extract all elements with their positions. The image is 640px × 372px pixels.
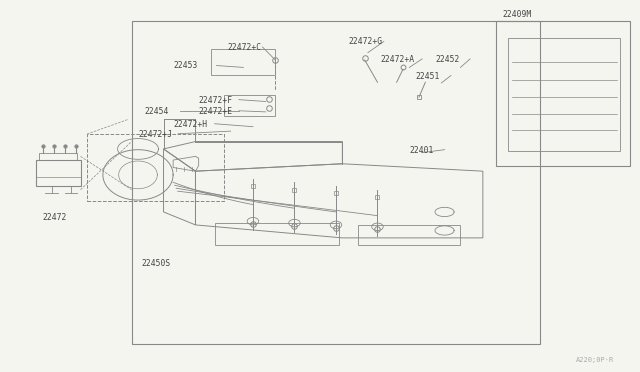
Text: 22409M: 22409M: [502, 10, 531, 19]
Bar: [39, 153, 77, 160]
Text: 22450S: 22450S: [141, 259, 170, 268]
Text: 22472+A: 22472+A: [381, 55, 415, 64]
Bar: [508, 38, 620, 151]
Bar: [87, 134, 224, 201]
Bar: [211, 49, 275, 75]
Text: A220;0P·R: A220;0P·R: [575, 357, 614, 363]
Bar: [495, 21, 630, 166]
Text: 22453: 22453: [173, 61, 198, 70]
Text: 22451: 22451: [416, 72, 440, 81]
Bar: [214, 223, 339, 245]
Text: 22454: 22454: [145, 108, 169, 116]
Text: 22401: 22401: [410, 146, 434, 155]
Text: 22472+J: 22472+J: [138, 130, 172, 140]
Text: 22472+G: 22472+G: [349, 37, 383, 46]
Text: 22472+F: 22472+F: [198, 96, 233, 105]
Bar: [224, 95, 275, 116]
Text: 22452: 22452: [435, 55, 460, 64]
Bar: [132, 21, 540, 343]
Text: 22472+C: 22472+C: [227, 42, 262, 51]
Text: 22472+H: 22472+H: [173, 121, 207, 129]
Bar: [36, 160, 81, 186]
Text: 22472+E: 22472+E: [198, 108, 233, 116]
Text: 22472: 22472: [42, 213, 67, 222]
Bar: [358, 225, 461, 245]
